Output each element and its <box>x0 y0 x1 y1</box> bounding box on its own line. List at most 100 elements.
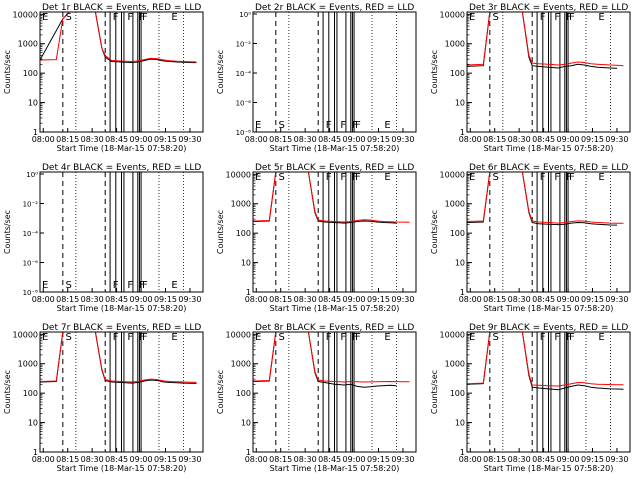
x-axis-label: Start Time (18-Mar-15 07:58:20) <box>484 464 614 473</box>
y-axis-label: Counts/sec <box>430 50 439 94</box>
events-series-line <box>467 172 618 226</box>
x-tick-label: 08:15 <box>269 135 292 144</box>
x-tick-label: 08:15 <box>483 295 506 304</box>
x-tick-label: 08:45 <box>105 135 128 144</box>
x-tick-label: 08:30 <box>508 295 531 304</box>
event-letter: F <box>355 332 361 343</box>
x-tick-label: 08:30 <box>81 135 104 144</box>
lld-series-line <box>253 172 410 223</box>
event-letter: F <box>340 172 346 183</box>
x-tick-label: 08:15 <box>269 295 292 304</box>
x-tick-label: 08:00 <box>245 295 268 304</box>
x-tick-label: 09:15 <box>367 135 390 144</box>
x-tick-label: 09:30 <box>178 295 201 304</box>
panel-title: Det 2r BLACK = Events, RED = LLD <box>255 3 414 13</box>
events-series-line <box>40 332 197 384</box>
y-tick-label: 10000 <box>226 330 251 339</box>
event-letter: E <box>384 120 390 131</box>
panel-title: Det 6r BLACK = Events, RED = LLD <box>469 163 628 173</box>
plot-area <box>253 172 410 292</box>
x-tick-label: 09:00 <box>557 135 580 144</box>
event-letter: F <box>113 280 119 291</box>
event-letter: S <box>492 332 498 343</box>
event-letter: F <box>569 12 575 23</box>
y-tick-label: 10⁻⁶ <box>23 260 39 268</box>
event-letter: F <box>142 280 148 291</box>
plot-frame <box>466 331 631 453</box>
y-axis-label: Counts/sec <box>216 370 225 414</box>
y-tick-label: 1 <box>246 288 251 297</box>
x-tick-label: 08:45 <box>318 135 341 144</box>
panel-title: Det 5r BLACK = Events, RED = LLD <box>255 163 414 173</box>
panel-title: Det 9r BLACK = Events, RED = LLD <box>469 323 628 333</box>
y-tick-label: 10000 <box>13 330 38 339</box>
y-tick-label: 1 <box>33 448 38 457</box>
plot-area <box>62 172 184 292</box>
events-series-line <box>253 172 397 224</box>
x-tick-label: 09:00 <box>557 455 580 464</box>
x-tick-label: 08:00 <box>32 295 55 304</box>
lld-series-line <box>467 12 624 67</box>
x-tick-label: 08:15 <box>483 455 506 464</box>
plot-frame <box>252 171 417 293</box>
x-tick-label: 09:15 <box>581 455 604 464</box>
y-tick-label: 10 <box>455 259 465 268</box>
x-tick-label: 09:30 <box>605 455 628 464</box>
event-letter: E <box>171 332 177 343</box>
event-letter: F <box>127 12 133 23</box>
event-letter: E <box>171 280 177 291</box>
y-tick-label: 10000 <box>440 10 465 19</box>
event-letter: S <box>278 120 284 131</box>
x-tick-label: 08:00 <box>245 455 268 464</box>
y-tick-label: 1000 <box>18 360 38 369</box>
x-tick-label: 08:15 <box>269 455 292 464</box>
x-tick-label: 09:00 <box>130 295 153 304</box>
event-letter: F <box>340 332 346 343</box>
y-tick-label: 100 <box>450 69 465 78</box>
x-tick-label: 08:15 <box>56 455 79 464</box>
y-tick-label: 1000 <box>18 40 38 49</box>
y-tick-label: 1000 <box>445 40 465 49</box>
event-letter: F <box>352 172 358 183</box>
events-series-line <box>467 332 624 391</box>
y-axis-label: Counts/sec <box>216 50 225 94</box>
x-axis-label: Start Time (18-Mar-15 07:58:20) <box>270 464 400 473</box>
event-letter: E <box>469 332 475 343</box>
x-tick-label: 09:00 <box>343 135 366 144</box>
event-letter: F <box>569 172 575 183</box>
y-axis-label: Counts/sec <box>430 210 439 254</box>
x-tick-label: 08:30 <box>294 455 317 464</box>
event-letter: E <box>598 332 604 343</box>
y-tick-label: 10⁻² <box>236 41 252 49</box>
events-series-line <box>467 12 618 69</box>
y-tick-label: 1000 <box>231 200 251 209</box>
event-letter: E <box>255 120 261 131</box>
x-tick-label: 09:30 <box>605 135 628 144</box>
y-tick-label: 1 <box>460 288 465 297</box>
y-tick-label: 100 <box>450 389 465 398</box>
y-tick-label: 10⁻⁴ <box>23 230 39 238</box>
x-axis-label: Start Time (18-Mar-15 07:58:20) <box>484 304 614 313</box>
x-axis-label: Start Time (18-Mar-15 07:58:20) <box>270 144 400 153</box>
x-axis-label: Start Time (18-Mar-15 07:58:20) <box>484 144 614 153</box>
event-letter: F <box>352 120 358 131</box>
y-tick-label: 10000 <box>226 170 251 179</box>
x-tick-label: 08:45 <box>318 295 341 304</box>
x-tick-label: 08:00 <box>459 455 482 464</box>
event-letter: F <box>355 120 361 131</box>
event-letter: F <box>355 172 361 183</box>
event-letter: F <box>139 280 145 291</box>
x-tick-label: 08:30 <box>508 135 531 144</box>
x-tick-label: 09:15 <box>154 135 177 144</box>
plot-area <box>40 12 197 132</box>
x-tick-label: 08:30 <box>81 455 104 464</box>
x-tick-label: 09:00 <box>130 455 153 464</box>
x-tick-label: 09:15 <box>154 295 177 304</box>
x-tick-label: 09:00 <box>343 295 366 304</box>
y-tick-label: 10⁰ <box>26 171 38 179</box>
y-tick-label: 10000 <box>440 170 465 179</box>
